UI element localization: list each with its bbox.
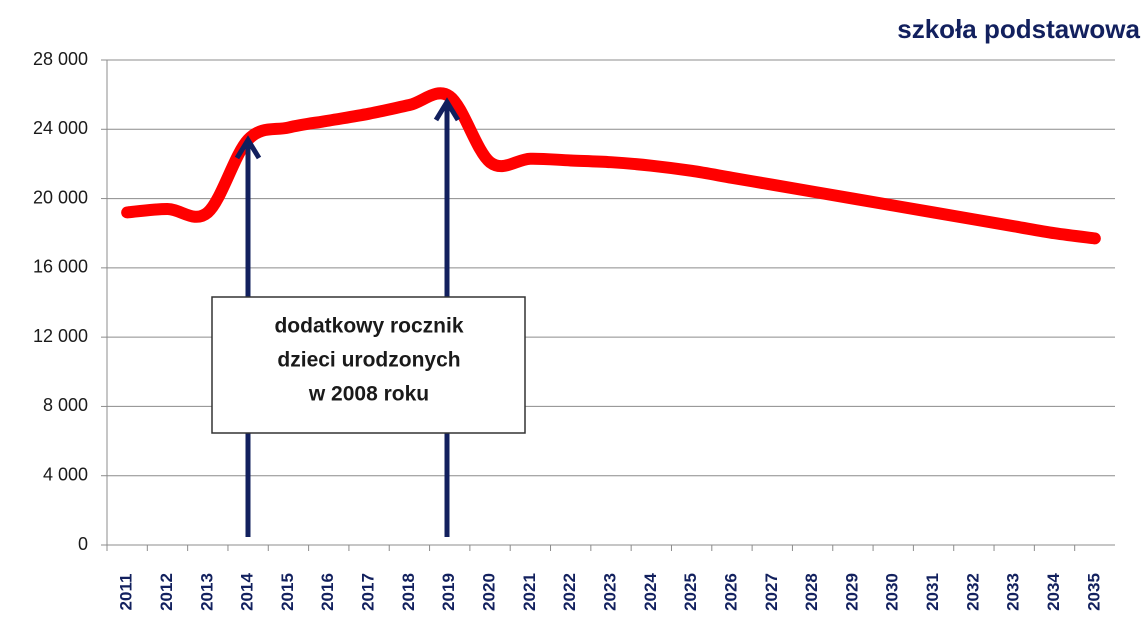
x-tick-label: 2023 <box>600 573 619 611</box>
x-tick-label: 2031 <box>923 573 942 611</box>
y-tick-label: 28 000 <box>33 49 88 69</box>
x-tick-label: 2032 <box>963 573 982 611</box>
x-tick-label: 2035 <box>1084 573 1103 611</box>
chart-title: szkoła podstawowa <box>897 14 1140 44</box>
y-tick-label: 4 000 <box>43 464 88 484</box>
y-tick-label: 20 000 <box>33 187 88 207</box>
x-tick-label: 2024 <box>641 573 660 611</box>
arrow-head <box>433 97 461 122</box>
x-tick-label: 2028 <box>802 573 821 611</box>
annotation-box <box>211 296 526 434</box>
y-tick-label: 8 000 <box>43 395 88 415</box>
annotation-text: w 2008 roku <box>308 383 429 406</box>
x-tick-label: 2022 <box>560 573 579 611</box>
x-tick-label: 2025 <box>681 573 700 611</box>
x-tick-label: 2018 <box>399 573 418 611</box>
x-tick-label: 2019 <box>439 573 458 611</box>
y-tick-label: 0 <box>78 534 88 554</box>
x-tick-label: 2015 <box>278 573 297 611</box>
annotation-text: dodatkowy rocznik <box>274 315 463 338</box>
x-tick-label: 2029 <box>842 573 861 611</box>
grid: 0 4 000 8 000 12 000 16 000 20 000 24 000 28 00… <box>33 49 1115 611</box>
x-tick-label: 2017 <box>359 573 378 611</box>
x-tick-label: 2012 <box>157 573 176 611</box>
x-tick-label: 2034 <box>1044 573 1063 611</box>
x-tick-label: 2030 <box>883 573 902 611</box>
line <box>121 87 1101 245</box>
x-tick-label: 2013 <box>197 573 216 611</box>
series <box>121 87 1101 245</box>
arrow-head <box>234 135 262 160</box>
y-tick-label: 12 000 <box>33 326 88 346</box>
x-tick-label: 2021 <box>520 573 539 611</box>
x-tick-label: 2026 <box>721 573 740 611</box>
x-tick-label: 2020 <box>480 573 499 611</box>
y-tick-label: 16 000 <box>33 257 88 277</box>
x-tick-label: 2033 <box>1004 573 1023 611</box>
annotation-text: dzieci urodzonych <box>277 349 460 372</box>
x-tick-label: 2027 <box>762 573 781 611</box>
x-tick-label: 2016 <box>318 573 337 611</box>
x-tick-label: 2014 <box>238 573 257 611</box>
x-tick-label: 2011 <box>117 574 136 611</box>
y-tick-label: 24 000 <box>33 118 88 138</box>
